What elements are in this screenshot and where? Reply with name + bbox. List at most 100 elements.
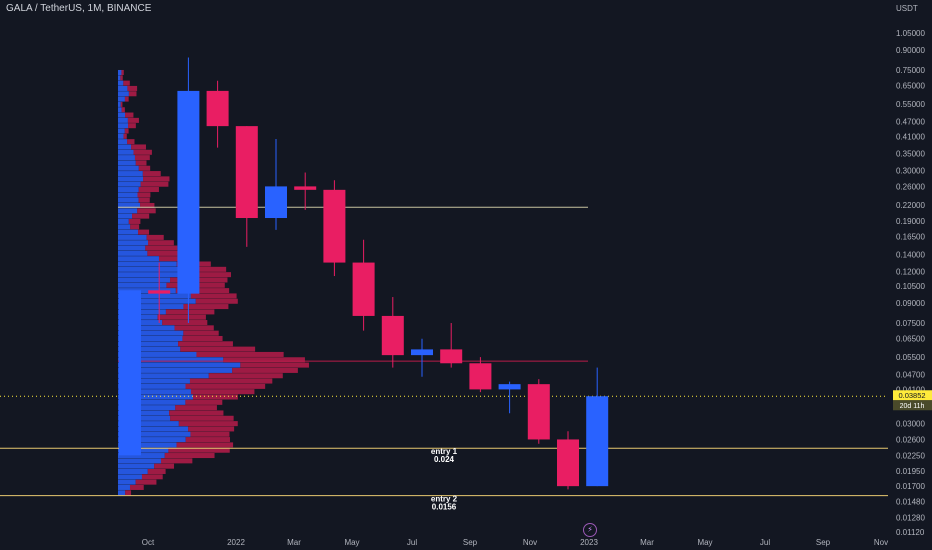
volume-profile-up-bar: [118, 288, 176, 294]
volume-profile-down-bar: [169, 410, 224, 416]
candle-body: [265, 186, 287, 219]
volume-profile-up-bar: [118, 133, 124, 139]
volume-profile-up-bar: [118, 431, 191, 437]
symbol-title[interactable]: GALA / TetherUS, 1M, BINANCE: [6, 3, 152, 14]
candle-body: [206, 90, 229, 127]
volume-profile-down-bar: [240, 362, 309, 368]
volume-profile-up-bar: [118, 341, 179, 347]
volume-profile-up-bar: [118, 458, 161, 464]
volume-profile-down-bar: [121, 107, 125, 113]
volume-profile-down-bar: [129, 484, 144, 490]
volume-profile-up-bar: [118, 463, 155, 469]
price-axis-label: 0.10500: [896, 282, 925, 291]
candle-body: [294, 186, 317, 190]
volume-profile-down-bar: [164, 453, 215, 459]
price-axis-label: 0.22000: [896, 201, 925, 210]
volume-profile-up-bar: [118, 96, 125, 102]
volume-profile-up-bar: [118, 85, 128, 91]
price-axis-label: 0.14000: [896, 250, 925, 259]
time-axis-label: Sep: [463, 538, 478, 547]
candle-body: [119, 290, 141, 456]
volume-profile-down-bar: [165, 309, 215, 315]
candle-body: [586, 396, 609, 487]
volume-profile-up-bar: [118, 330, 184, 336]
volume-profile-up-bar: [118, 373, 209, 379]
candle-body: [411, 349, 433, 356]
volume-profile-down-bar: [142, 171, 161, 177]
volume-profile-down-bar: [175, 288, 230, 294]
volume-profile-down-bar: [187, 266, 227, 272]
time-axis-label: Mar: [287, 538, 301, 547]
event-icon[interactable]: ⚡: [583, 523, 597, 537]
volume-profile-up-bar: [118, 415, 171, 421]
current-price-value: 0.03852: [898, 391, 925, 400]
candle-body: [352, 262, 375, 316]
price-axis-label: 0.30000: [896, 167, 925, 176]
volume-profile-down-bar: [124, 128, 129, 134]
price-axis-label: 0.03000: [896, 420, 925, 429]
time-axis-label: Jul: [407, 538, 417, 547]
volume-profile-up-bar: [118, 309, 166, 315]
price-axis-label: 0.35000: [896, 150, 925, 159]
volume-profile-up-bar: [118, 128, 125, 134]
volume-profile-up-bar: [118, 378, 190, 384]
volume-profile-down-bar: [123, 133, 127, 139]
volume-profile-down-bar: [120, 75, 123, 81]
volume-profile-up-bar: [118, 187, 139, 193]
price-axis-label: 0.09000: [896, 299, 925, 308]
volume-profile-up-bar: [118, 80, 124, 86]
volume-profile-down-bar: [174, 325, 214, 331]
volume-profile-up-bar: [118, 69, 122, 75]
volume-profile-up-bar: [118, 218, 129, 224]
annotation-label: entry 1: [431, 447, 458, 456]
annotation-label: entry 2: [431, 495, 458, 504]
current-price-tag: [893, 390, 932, 401]
time-axis-label: Jul: [760, 538, 770, 547]
candle-body: [557, 439, 579, 487]
volume-profile-up-bar: [118, 447, 169, 453]
volume-profile-up-bar: [118, 399, 186, 405]
volume-profile-down-bar: [182, 335, 223, 342]
price-axis-label: 0.41000: [896, 132, 925, 141]
price-axis-label: 0.01280: [896, 513, 925, 522]
volume-profile-up-bar: [118, 479, 136, 485]
volume-profile-down-bar: [137, 208, 156, 214]
volume-profile-down-bar: [147, 250, 182, 256]
candle-body: [440, 349, 463, 364]
volume-profile-up-bar: [118, 266, 188, 272]
candle-body: [235, 126, 258, 219]
price-axis-label: 0.07500: [896, 319, 925, 328]
time-axis-label: 2023: [580, 538, 598, 547]
volume-profile-up-bar: [118, 245, 146, 251]
volume-profile-up-bar: [118, 442, 177, 448]
time-axis-label: Nov: [523, 538, 537, 547]
volume-profile-down-bar: [170, 415, 234, 421]
price-axis-label: 0.06500: [896, 335, 925, 344]
volume-profile-up-bar: [118, 277, 171, 283]
volume-profile-down-bar: [138, 187, 159, 193]
volume-profile-up-bar: [118, 484, 130, 490]
volume-profile-down-bar: [175, 405, 217, 411]
volume-profile-down-bar: [133, 149, 152, 155]
volume-profile-up-bar: [118, 123, 129, 129]
volume-profile-down-bar: [185, 399, 223, 405]
volume-profile-down-bar: [132, 213, 150, 219]
volume-profile-up-bar: [118, 224, 131, 230]
time-axis-label: Mar: [640, 538, 654, 547]
volume-profile-down-bar: [183, 304, 229, 310]
price-axis-label: 1.05000: [896, 29, 925, 38]
volume-profile-down-bar: [183, 330, 219, 336]
price-axis-label: 0.55000: [896, 100, 925, 109]
candle-body: [469, 363, 492, 390]
volume-profile-up-bar: [118, 107, 122, 113]
candle-body: [527, 384, 550, 440]
price-axis-label: 0.26000: [896, 182, 925, 191]
price-axis-label: 0.65000: [896, 82, 925, 91]
volume-profile-up-bar: [118, 282, 167, 288]
volume-profile-up-bar: [118, 298, 196, 304]
volume-profile-down-bar: [135, 479, 157, 485]
price-axis-label: 0.90000: [896, 46, 925, 55]
volume-profile-down-bar: [162, 320, 208, 326]
volume-profile-down-bar: [140, 202, 155, 208]
